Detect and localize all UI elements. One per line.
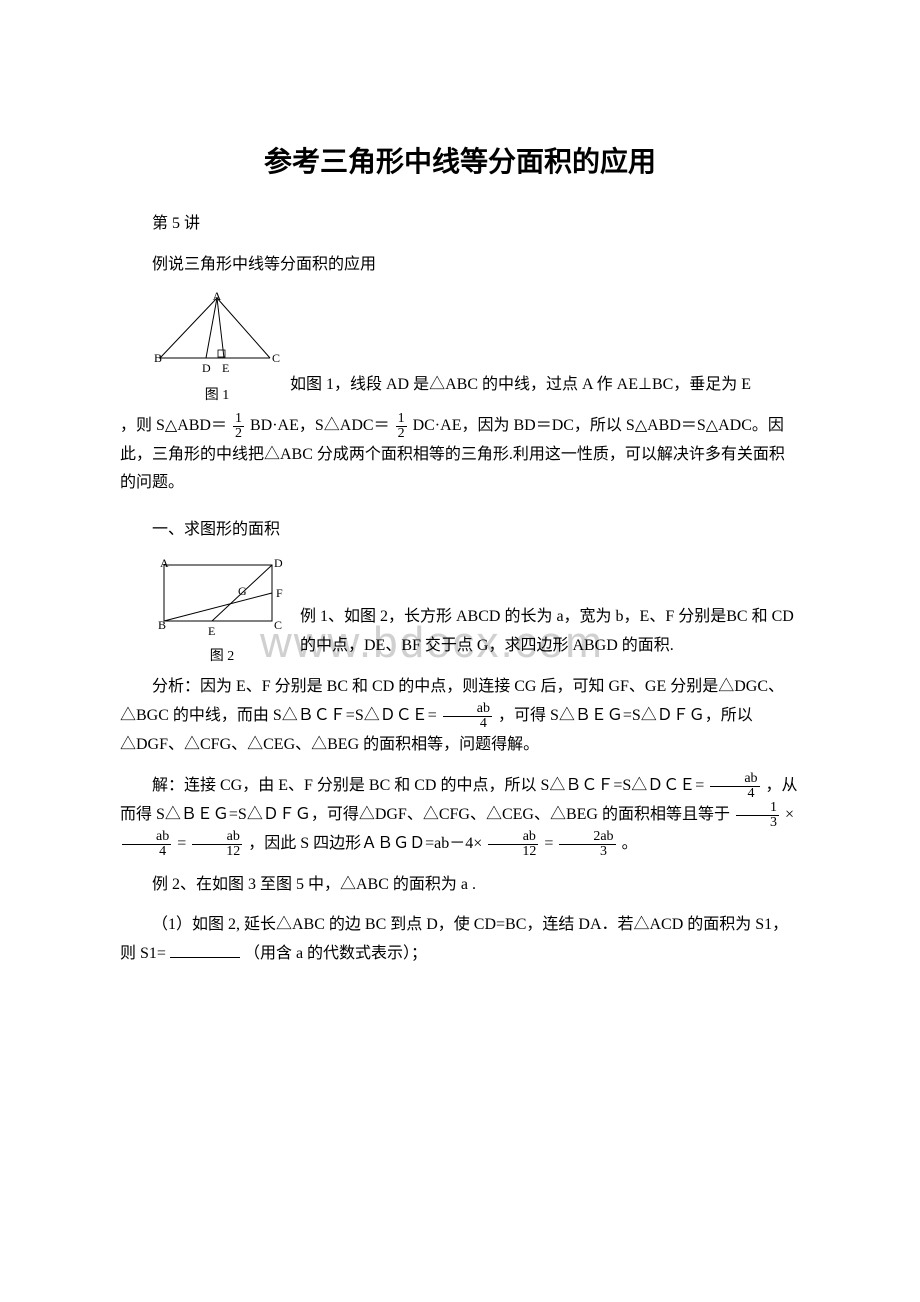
fig1-label-a: A — [213, 292, 222, 303]
ex2-intro: 例 2、在如图 3 至图 5 中，△ABC 的面积为 a . — [120, 871, 800, 900]
frac-half-2: 12 — [396, 412, 407, 441]
fig1-label-d: D — [202, 361, 211, 375]
ex2-q1: （1）如图 2, 延长△ABC 的边 BC 到点 D，使 CD=BC，连结 DA… — [120, 911, 800, 969]
frac-ab4-3: ab4 — [122, 830, 171, 859]
page-title: 参考三角形中线等分面积的应用 — [120, 140, 800, 180]
ex1-lead: 例 1、如图 2，长方形 ABCD 的长为 a，宽为 b，E、F 分别是BC 和… — [300, 603, 800, 665]
frac-den: 4 — [443, 717, 492, 731]
frac-den: 2 — [396, 427, 407, 441]
ex1-sol-e: ，因此 S 四边形ＡＢＧＤ=ab－4× — [248, 835, 482, 852]
frac-ab12-1: ab12 — [192, 830, 242, 859]
ex1-sol-d: = — [177, 835, 190, 852]
ex2-q1-b: （用含 a 的代数式表示）； — [244, 945, 427, 962]
frac-den: 3 — [559, 845, 615, 859]
frac-2ab3: 2ab3 — [559, 830, 615, 859]
frac-num: 1 — [396, 412, 407, 427]
frac-13: 13 — [736, 801, 779, 830]
fill-blank — [170, 942, 240, 958]
frac-num: ab — [488, 830, 538, 845]
p1-body: ，则 S△ABD＝ 12 BD·AE，S△ADC＝ 12 DC·AE，因为 BD… — [120, 412, 800, 499]
ex1-sol-a: 解：连接 CG，由 E、F 分别是 BC 和 CD 的中点，所以 S△ＢＣＦ=S… — [152, 777, 708, 794]
frac-den: 12 — [192, 845, 242, 859]
frac-num: 1 — [233, 412, 244, 427]
frac-den: 4 — [710, 787, 759, 801]
section-1-head: 一、求图形的面积 — [120, 516, 800, 545]
fig2-label-g: G — [238, 584, 247, 598]
frac-num: ab — [443, 702, 492, 717]
p1-a: ，则 S△ABD＝ — [120, 417, 227, 434]
figure-1-block: A B C D E 图 1 如图 1，线段 AD 是△ABC 的中线，过点 A … — [120, 292, 800, 404]
fig1-label-b: B — [154, 351, 162, 365]
frac-ab4-1: ab4 — [443, 702, 492, 731]
frac-half-1: 12 — [233, 412, 244, 441]
figure-1-caption: 图 1 — [152, 384, 282, 404]
ex1-sol-c: × — [785, 806, 794, 823]
subtitle: 例说三角形中线等分面积的应用 — [120, 251, 800, 280]
figure-2-svg: A D B C E F G — [152, 557, 292, 643]
ex1-sol-g: 。 — [622, 835, 638, 852]
frac-den: 12 — [488, 845, 538, 859]
frac-den: 2 — [233, 427, 244, 441]
fig2-label-e: E — [208, 624, 215, 638]
ex1-solution: 解：连接 CG，由 E、F 分别是 BC 和 CD 的中点，所以 S△ＢＣＦ=S… — [120, 772, 800, 859]
frac-ab4-2: ab4 — [710, 772, 759, 801]
figure-2-caption: 图 2 — [152, 645, 292, 665]
fig1-label-e: E — [222, 361, 229, 375]
p1-b: BD·AE，S△ADC＝ — [250, 417, 390, 434]
frac-den: 3 — [736, 816, 779, 830]
figure-1: A B C D E 图 1 — [152, 292, 282, 404]
p1-lead: 如图 1，线段 AD 是△ABC 的中线，过点 A 作 AE⊥BC，垂足为 E — [290, 371, 751, 404]
fig2-label-b: B — [158, 618, 166, 632]
frac-ab12-2: ab12 — [488, 830, 538, 859]
fig1-label-c: C — [272, 351, 280, 365]
frac-den: 4 — [122, 845, 171, 859]
figure-2-block: A D B C E F G 图 2 例 1、如图 2，长方形 ABCD 的长为 … — [120, 557, 800, 665]
frac-num: 2ab — [559, 830, 615, 845]
ex1-sol-f: = — [544, 835, 557, 852]
figure-1-svg: A B C D E — [152, 292, 282, 382]
frac-num: ab — [192, 830, 242, 845]
fig2-label-d: D — [274, 557, 283, 570]
fig2-label-c: C — [274, 618, 282, 632]
ex1-analysis: 分析：因为 E、F 分别是 BC 和 CD 的中点，则连接 CG 后，可知 GF… — [120, 673, 800, 760]
frac-num: ab — [710, 772, 759, 787]
frac-num: ab — [122, 830, 171, 845]
figure-2: A D B C E F G 图 2 — [152, 557, 292, 665]
document-body: 参考三角形中线等分面积的应用 第 5 讲 例说三角形中线等分面积的应用 A B … — [120, 140, 800, 969]
fig2-label-a: A — [160, 557, 169, 570]
fig2-label-f: F — [276, 586, 283, 600]
frac-num: 1 — [736, 801, 779, 816]
lecture-label: 第 5 讲 — [120, 210, 800, 239]
